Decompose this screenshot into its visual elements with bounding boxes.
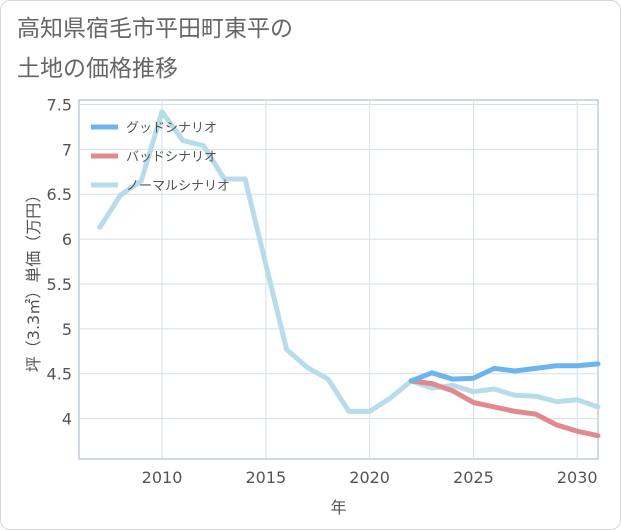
x-axis-title: 年 bbox=[330, 498, 346, 517]
y-tick-label: 5.5 bbox=[47, 275, 72, 294]
x-tick-label: 2025 bbox=[453, 468, 494, 487]
x-tick-label: 2020 bbox=[349, 468, 390, 487]
x-tick-label: 2010 bbox=[142, 468, 183, 487]
legend-label: バッドシナリオ bbox=[126, 150, 217, 165]
series-line bbox=[408, 361, 601, 384]
y-tick-label: 7.5 bbox=[47, 95, 72, 114]
chart-title-line-2: 土地の価格推移 bbox=[17, 56, 178, 82]
series-line bbox=[408, 378, 601, 439]
legend-label: ノーマルシナリオ bbox=[126, 179, 230, 194]
y-axis-title: 坪（3.3㎡）単価（万円） bbox=[24, 187, 43, 372]
y-tick-label: 4.5 bbox=[47, 365, 72, 384]
y-tick-label: 6 bbox=[62, 230, 72, 249]
y-tick-label: 7 bbox=[62, 140, 72, 159]
series-line bbox=[97, 109, 601, 414]
chart-title-line-1: 高知県宿毛市平田町東平の bbox=[17, 16, 293, 42]
x-tick-label: 2015 bbox=[245, 468, 286, 487]
legend-label: グッドシナリオ bbox=[126, 121, 217, 136]
x-tick-label: 2030 bbox=[557, 468, 598, 487]
y-tick-label: 4 bbox=[62, 410, 72, 429]
y-tick-label: 5 bbox=[62, 320, 72, 339]
y-tick-label: 6.5 bbox=[47, 185, 72, 204]
